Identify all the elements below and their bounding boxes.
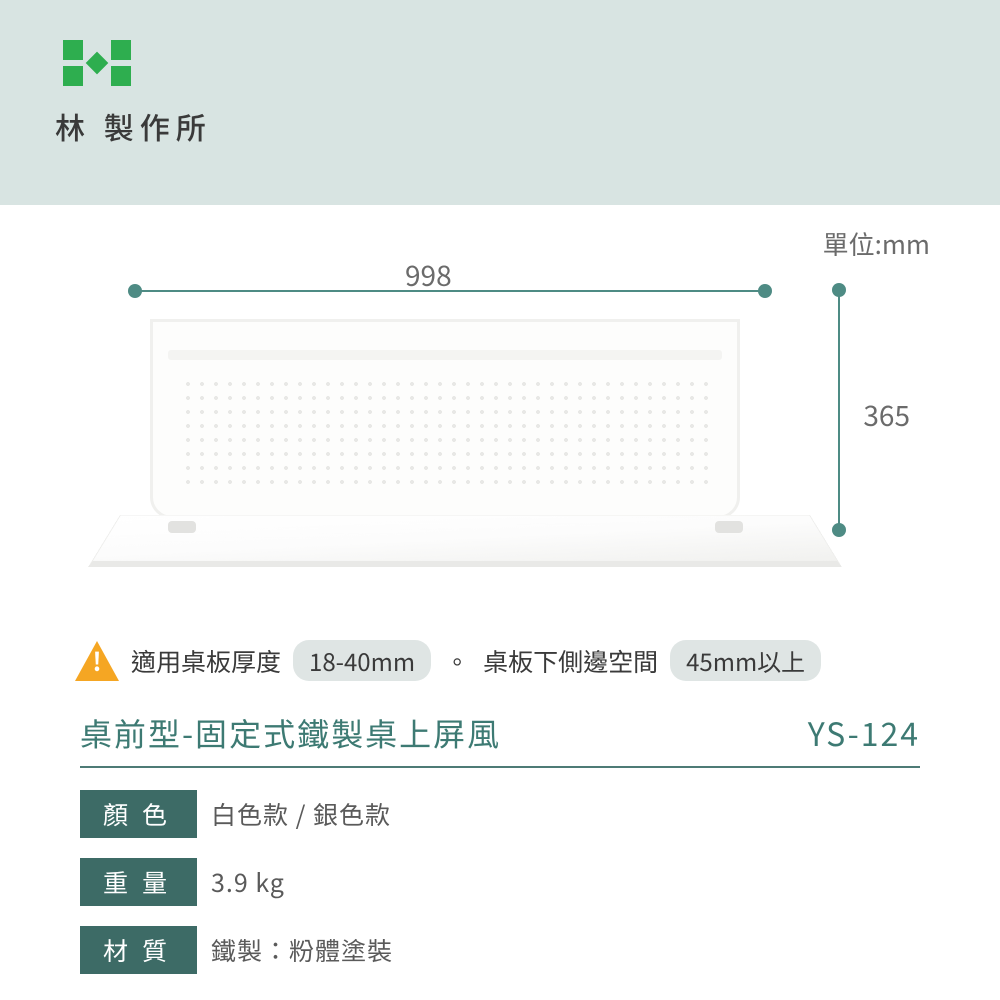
product-model: YS-124: [808, 710, 920, 756]
clearance-label: 桌板下側邊空間: [483, 643, 658, 679]
title-row: 桌前型-固定式鐵製桌上屏風 YS-124: [80, 710, 920, 768]
height-dimension-line: [838, 290, 840, 530]
separator-dot: 。: [445, 643, 469, 678]
spec-material-row: 材質 鐵製：粉體塗裝: [80, 926, 393, 974]
height-dimension-label: 365: [863, 395, 910, 435]
width-dimension-line: [135, 290, 765, 292]
spec-weight-row: 重量 3.9 kg: [80, 858, 285, 906]
spec-weight-value: 3.9 kg: [211, 864, 285, 900]
spec-weight-tag: 重量: [80, 858, 197, 906]
brand-name: 林 製作所: [55, 104, 212, 148]
product-title: 桌前型-固定式鐵製桌上屏風: [80, 710, 501, 756]
width-dimension-label: 998: [405, 255, 452, 295]
screen-panel: [150, 319, 740, 519]
logo-h-icon: [63, 40, 212, 86]
spec-material-value: 鐵製：粉體塗裝: [211, 932, 393, 968]
clamp-right: [715, 521, 743, 533]
dimension-diagram: 998 365: [65, 255, 925, 635]
product-illustration: [120, 315, 810, 615]
warning-icon: !: [75, 641, 119, 681]
clamp-left: [168, 521, 196, 533]
spec-color-row: 顏色 白色款 / 銀色款: [80, 790, 391, 838]
thickness-pill: 18-40mm: [293, 640, 431, 681]
notice-row: ! 適用桌板厚度 18-40mm 。 桌板下側邊空間 45mm以上: [75, 640, 821, 681]
header-band: 林 製作所: [0, 0, 1000, 205]
spec-color-value: 白色款 / 銀色款: [211, 796, 391, 832]
clearance-pill: 45mm以上: [670, 640, 821, 681]
spec-color-tag: 顏色: [80, 790, 197, 838]
brand-logo: 林 製作所: [55, 40, 212, 148]
thickness-label: 適用桌板厚度: [131, 643, 281, 679]
spec-material-tag: 材質: [80, 926, 197, 974]
